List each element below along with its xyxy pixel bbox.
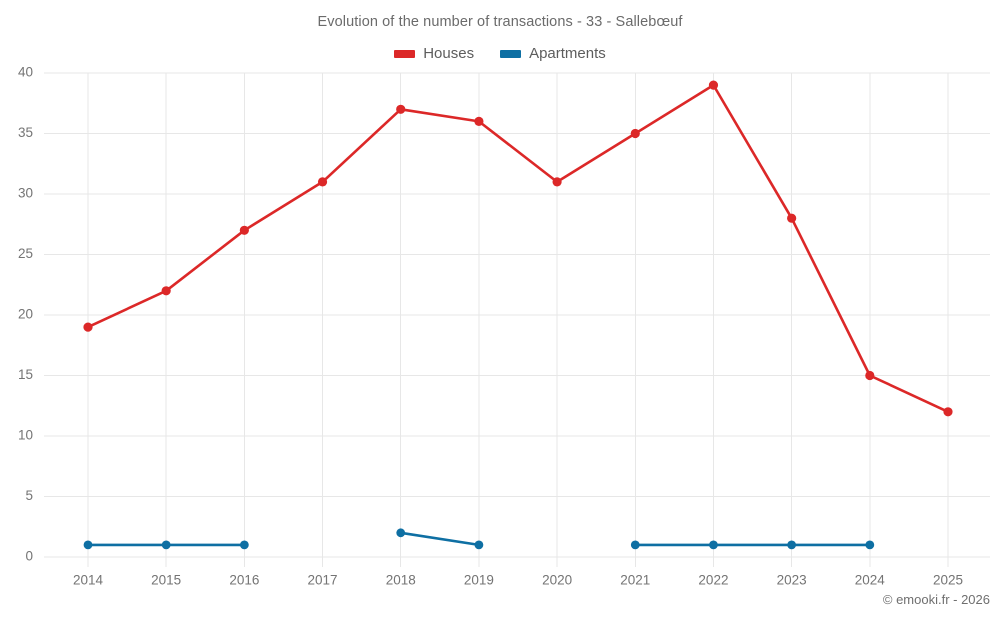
x-tick-label: 2016 (229, 573, 259, 588)
x-tick-label: 2017 (308, 573, 338, 588)
data-point[interactable] (161, 540, 171, 550)
data-point[interactable] (474, 540, 484, 550)
data-point[interactable] (787, 540, 797, 550)
series-line-segment (86, 83, 950, 414)
data-point[interactable] (552, 177, 562, 187)
data-point[interactable] (239, 540, 249, 550)
y-tick-label: 0 (25, 549, 33, 564)
y-tick-label: 35 (18, 125, 33, 140)
data-series-layer (83, 80, 953, 550)
data-point[interactable] (865, 540, 875, 550)
data-point[interactable] (83, 540, 93, 550)
chart-title: Evolution of the number of transactions … (317, 14, 683, 30)
data-point[interactable] (474, 116, 484, 126)
series-apartments (83, 528, 875, 550)
data-point[interactable] (943, 407, 953, 417)
x-tick-label: 2019 (464, 573, 494, 588)
data-point[interactable] (161, 286, 171, 296)
y-tick-label: 30 (18, 186, 33, 201)
x-tick-label: 2021 (620, 573, 650, 588)
y-tick-label: 15 (18, 367, 33, 382)
series-houses (83, 80, 953, 417)
x-tick-label: 2014 (73, 573, 104, 588)
data-point[interactable] (630, 128, 640, 139)
legend-item-apartments[interactable]: Apartments (500, 45, 606, 62)
y-tick-label: 25 (18, 246, 33, 261)
x-axis-tick-labels: 2014 2015 2016 2017 2018 2019 2020 2021 2022 2023… (73, 573, 963, 588)
x-tick-label: 2023 (777, 573, 807, 588)
x-tick-label: 2024 (855, 573, 886, 588)
data-point[interactable] (239, 225, 249, 235)
x-tick-label: 2020 (542, 573, 572, 588)
gridlines (44, 72, 990, 567)
y-axis-tick-labels: 0 5 10 15 20 25 30 35 40 (18, 65, 33, 564)
legend-label-apartments: Apartments (529, 45, 606, 62)
legend-swatch-houses (394, 49, 416, 58)
data-point[interactable] (83, 322, 93, 332)
x-tick-label: 2022 (698, 573, 728, 588)
data-point[interactable] (317, 177, 328, 187)
x-tick-label: 2025 (933, 573, 963, 588)
data-point[interactable] (708, 80, 719, 90)
y-tick-label: 40 (18, 65, 33, 80)
legend-item-houses[interactable]: Houses (394, 45, 474, 62)
x-tick-label: 2015 (151, 573, 181, 588)
data-point[interactable] (787, 213, 797, 223)
y-tick-label: 5 (25, 488, 33, 503)
data-point[interactable] (630, 540, 640, 550)
legend-label-houses: Houses (423, 45, 475, 62)
data-point[interactable] (709, 540, 718, 550)
legend-swatch-apartments (500, 49, 522, 58)
y-tick-label: 10 (18, 428, 33, 443)
y-tick-label: 20 (18, 307, 33, 322)
x-tick-label: 2018 (386, 573, 416, 588)
data-point[interactable] (396, 104, 406, 114)
series-line-segment (399, 531, 481, 547)
chart-legend: Houses Apartments (0, 45, 1000, 62)
chart-credit: © emooki.fr - 2026 (882, 592, 990, 607)
data-point[interactable] (396, 528, 406, 538)
data-point[interactable] (865, 370, 875, 381)
